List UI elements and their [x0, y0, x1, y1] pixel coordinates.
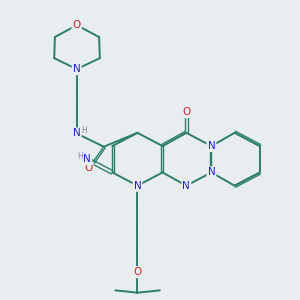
Text: N: N — [73, 64, 81, 74]
Text: N: N — [208, 141, 215, 151]
Text: H: H — [77, 152, 83, 161]
Text: N: N — [134, 181, 141, 191]
Text: O: O — [73, 20, 81, 30]
Text: N: N — [83, 154, 91, 164]
Text: O: O — [84, 163, 93, 173]
Text: O: O — [133, 267, 142, 277]
Text: N: N — [182, 181, 190, 191]
Text: N: N — [73, 128, 81, 139]
Text: O: O — [182, 107, 190, 117]
Text: N: N — [208, 167, 215, 178]
Text: H: H — [81, 126, 87, 135]
